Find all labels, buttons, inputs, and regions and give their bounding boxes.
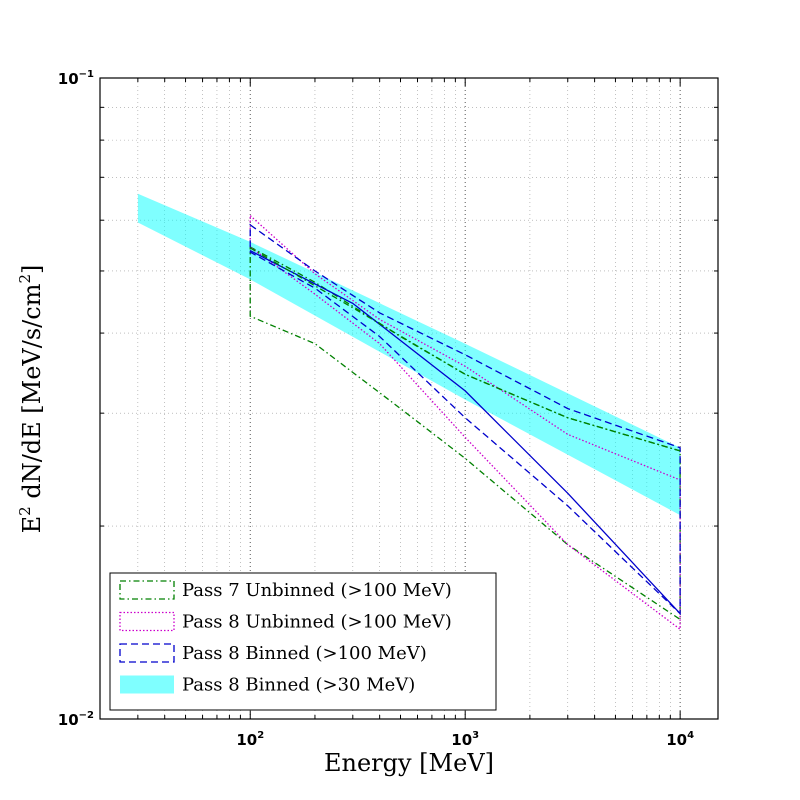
x-tick-label: 103 [451, 730, 479, 749]
legend-swatch-2 [119, 643, 175, 663]
x-tick-label-base: 10 [666, 731, 687, 749]
legend-swatch-1 [119, 611, 175, 632]
legend-swatch-3 [120, 675, 174, 694]
legend-label-2: Pass 8 Binned (>100 MeV) [182, 643, 427, 664]
y-tick-label-exp: −1 [79, 69, 94, 80]
y-axis-title: E2 dN/dE [MeV/s/cm2] [16, 265, 46, 534]
y-tick-label-base: 10 [58, 70, 79, 88]
y-axis-title-sup-1: 2 [16, 506, 34, 516]
x-tick-label-base: 10 [236, 731, 257, 749]
y-axis-title-middle: dN/dE [MeV/s/cm [18, 283, 46, 506]
y-axis-title-prefix: E [18, 516, 46, 534]
x-axis-title: Energy [MeV] [324, 749, 494, 777]
y-axis-title-sup-2: 2 [16, 274, 34, 284]
x-tick-label-base: 10 [451, 731, 472, 749]
y-tick-label: 10−2 [58, 710, 94, 729]
legend: Pass 7 Unbinned (>100 MeV) Pass 8 Unbinne… [109, 572, 497, 711]
legend-label-3: Pass 8 Binned (>30 MeV) [182, 675, 415, 696]
x-tick-label: 104 [666, 730, 694, 749]
legend-label-1: Pass 8 Unbinned (>100 MeV) [182, 612, 452, 633]
y-tick-label: 10−1 [58, 69, 94, 88]
y-tick-label-exp: −2 [79, 710, 94, 721]
x-tick-label-exp: 2 [257, 730, 264, 741]
legend-swatch-0 [119, 580, 175, 600]
plot-area [137, 193, 681, 631]
x-tick-label: 102 [236, 730, 264, 749]
y-tick-label-base: 10 [58, 711, 79, 729]
axes-frame [99, 77, 719, 720]
series-band-0 [137, 193, 681, 516]
y-axis-title-suffix: ] [18, 265, 46, 274]
x-tick-label-exp: 4 [687, 730, 694, 741]
legend-label-0: Pass 7 Unbinned (>100 MeV) [182, 580, 452, 601]
x-tick-label-exp: 3 [472, 730, 479, 741]
tick-marks [99, 77, 718, 720]
series-center-line-0 [249, 250, 681, 615]
